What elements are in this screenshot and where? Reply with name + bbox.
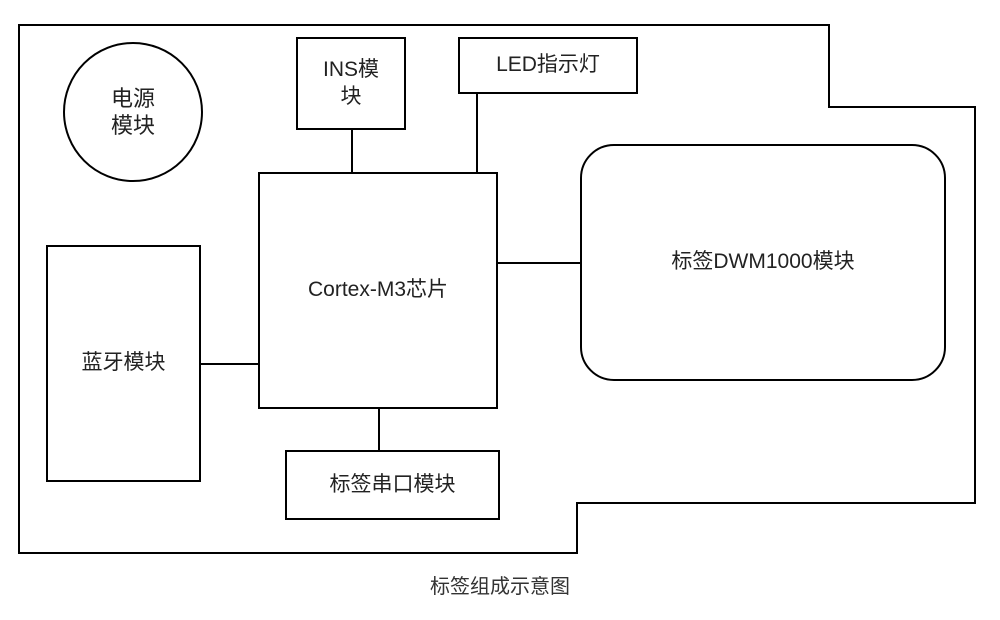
- outline-seg-4: [576, 502, 976, 504]
- node-bt-label: 蓝牙模块: [82, 350, 166, 376]
- edge-cpu-dwm: [498, 262, 580, 264]
- node-power: 电源模块: [63, 42, 203, 182]
- node-serial: 标签串口模块: [285, 450, 500, 520]
- node-bt: 蓝牙模块: [46, 245, 201, 482]
- outline-seg-1: [828, 24, 830, 108]
- node-serial-label: 标签串口模块: [330, 472, 456, 498]
- edge-ins-cpu: [351, 130, 353, 172]
- node-power-label: 电源模块: [111, 85, 155, 140]
- outline-seg-3: [974, 106, 976, 504]
- outline-seg-7: [18, 24, 20, 554]
- outline-seg-6: [18, 552, 578, 554]
- diagram-caption: 标签组成示意图: [395, 570, 605, 596]
- node-led: LED指示灯: [458, 37, 638, 94]
- outline-seg-0: [18, 24, 830, 26]
- edge-cpu-serial: [378, 409, 380, 450]
- edge-bt-cpu: [201, 363, 258, 365]
- node-dwm-label: 标签DWM1000模块: [671, 249, 854, 275]
- node-cpu-label: Cortex-M3芯片: [308, 277, 448, 303]
- node-ins: INS模块: [296, 37, 406, 130]
- diagram-canvas: 电源模块 INS模块 LED指示灯 Cortex-M3芯片 标签DWM1000模…: [0, 0, 1000, 620]
- node-cpu: Cortex-M3芯片: [258, 172, 498, 409]
- node-ins-label: INS模块: [323, 57, 379, 110]
- node-dwm: 标签DWM1000模块: [580, 144, 946, 381]
- outline-seg-5: [576, 502, 578, 554]
- node-led-label: LED指示灯: [496, 52, 600, 78]
- edge-led-cpu: [476, 94, 478, 172]
- outline-seg-2: [828, 106, 976, 108]
